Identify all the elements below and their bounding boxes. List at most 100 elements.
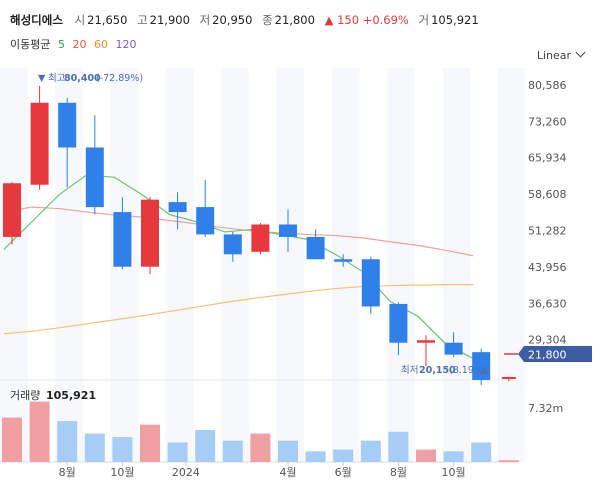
volume-bar [195, 430, 216, 462]
candle-body [361, 259, 380, 307]
change-percent: +0.69% [362, 13, 409, 27]
ma-60: 60 [93, 38, 108, 51]
scale-label: Linear [536, 49, 571, 62]
min-arrow-icon: ▲ [481, 365, 489, 376]
candle-body [279, 224, 297, 237]
candle [223, 231, 242, 262]
close-value: 21,800 [274, 13, 315, 27]
volume-axis-tick: 7.32m [528, 402, 563, 415]
candle [251, 222, 270, 255]
change-value: 150 [337, 13, 360, 27]
open-label: 시 [74, 13, 86, 27]
candle-body [389, 303, 408, 343]
min-value: 20,150 [419, 365, 456, 376]
volume-bar [388, 431, 409, 462]
volume-bar [167, 442, 188, 462]
x-tick-label: 10월 [442, 466, 466, 479]
volume-bar [57, 421, 78, 462]
current-price-label: 21,800 [528, 349, 567, 362]
y-tick-label: 43,956 [528, 261, 567, 274]
y-tick-label: 65,934 [528, 152, 567, 165]
y-tick-label: 51,282 [528, 225, 567, 238]
price-header: 해성디에스 시 21,650 고 21,900 저 20,950 종 21,800 ▲ … [10, 10, 485, 30]
candle-body [417, 340, 435, 343]
candle [30, 85, 49, 190]
volume-bar [416, 449, 436, 462]
candle [141, 197, 159, 275]
volume-bar [360, 440, 381, 462]
volume-panel-label: 거래량 [10, 389, 40, 402]
volume-bar [443, 451, 464, 462]
candle [501, 376, 516, 382]
grid-band [276, 68, 305, 462]
x-tick-label: 8월 [390, 466, 407, 479]
ma20-line [3, 206, 474, 257]
candle-body [141, 199, 159, 267]
volume-bar [305, 451, 326, 462]
volume-bar [222, 440, 243, 462]
x-tick-label: 4월 [279, 466, 296, 479]
candle [361, 256, 380, 314]
candle [306, 229, 325, 260]
max-label: 최고 [48, 73, 66, 84]
low-value: 20,950 [212, 13, 253, 27]
candle-body [223, 234, 242, 255]
grid-band [331, 68, 360, 462]
candle [3, 182, 21, 245]
stock-name: 해성디에스 [10, 13, 63, 27]
candle [472, 348, 491, 386]
volume-bar [250, 433, 271, 462]
low-label: 저 [199, 13, 211, 27]
candle [389, 302, 408, 356]
volume-panel-value: 105,921 [46, 389, 96, 402]
volume-bar [84, 433, 105, 462]
volume-bar [278, 440, 298, 462]
volume-label: 거 [418, 13, 430, 27]
max-value: 80,400 [64, 73, 101, 84]
y-tick-label: 80,586 [528, 79, 567, 92]
ma-120: 120 [115, 38, 137, 51]
current-price-tag: 21,800 [504, 346, 592, 362]
candle [417, 335, 435, 367]
grid-band [221, 68, 249, 462]
candle-body [472, 352, 491, 380]
candle-body [30, 102, 49, 185]
candle [58, 97, 77, 188]
ma60-line [3, 283, 474, 335]
min-label: 최저 [401, 365, 418, 376]
grid-band [497, 68, 526, 462]
x-tick-label: 10월 [110, 466, 134, 479]
candle [334, 254, 353, 267]
grid-band [442, 68, 470, 462]
x-tick-label: 6월 [335, 466, 352, 479]
scale-select-button[interactable]: Linear [536, 47, 586, 62]
ma-label: 이동평균 [10, 38, 51, 51]
open-value: 21,650 [87, 13, 128, 27]
volume-value: 105,921 [431, 13, 479, 27]
close-label: 종 [262, 13, 273, 27]
candle-body [251, 224, 270, 252]
y-tick-label: 29,304 [528, 334, 567, 347]
grid-band [165, 68, 194, 462]
candle [196, 179, 215, 237]
candle-body [58, 102, 77, 148]
candle-body [85, 147, 104, 208]
ma-20: 20 [72, 38, 87, 51]
y-tick-label: 58,608 [528, 188, 567, 201]
change-arrow: ▲ [324, 13, 334, 27]
candle [168, 192, 187, 230]
candle-body [196, 207, 215, 235]
min-percent: (8.19%) [449, 365, 487, 376]
candle [113, 197, 132, 270]
moving-average-legend[interactable]: 이동평균 5 20 60 120 [10, 36, 140, 52]
y-tick-label: 73,260 [528, 115, 567, 128]
candle [85, 115, 104, 215]
ma-5: 5 [57, 38, 65, 51]
candle-body [168, 202, 187, 213]
ma5-line [3, 174, 474, 360]
volume-bar [140, 424, 160, 462]
max-arrow-icon: ▼ [38, 73, 46, 84]
x-tick-label: 8월 [59, 466, 76, 479]
high-label: 고 [137, 13, 148, 27]
